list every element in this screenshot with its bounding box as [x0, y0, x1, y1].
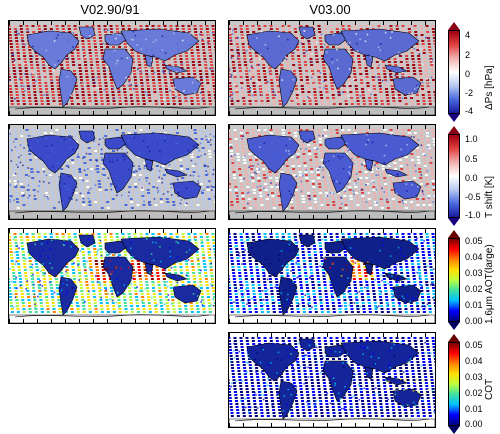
map-tick-marks: [229, 319, 435, 323]
cbar3-extend-top: [448, 230, 460, 238]
map-ps-right: [228, 20, 436, 116]
cbar2-extend-bottom: [448, 218, 460, 226]
map-aot-right: [228, 228, 436, 324]
cbar4-extend-bottom: [448, 426, 460, 434]
cbar3: [448, 238, 460, 322]
map-tick-marks: [229, 125, 435, 129]
right-column-title: V03.00: [309, 2, 351, 17]
cbar4-label: COT: [484, 378, 495, 400]
cbar2-tick: 0.5: [465, 154, 478, 164]
map-tick-marks: [9, 229, 215, 233]
cbar1-tick: 0: [465, 69, 471, 79]
map-tick-marks: [229, 229, 435, 233]
cbar1: [448, 30, 460, 114]
cbar3-tick: 0.01: [465, 300, 483, 310]
map-tick-marks: [229, 333, 435, 337]
cbar3-tick: 0.05: [465, 236, 483, 246]
cbar3-extend-bottom: [448, 322, 460, 330]
map-tick-marks: [229, 21, 435, 25]
cbar2-tick: 1.0: [465, 134, 478, 144]
cbar2-tick: -1.0: [465, 210, 481, 220]
cbar4-extend-top: [448, 334, 460, 342]
cbar1-tick: -2: [465, 88, 474, 98]
map-tick-marks: [229, 423, 435, 427]
cbar2-tick: -0.5: [465, 192, 481, 202]
cbar1-tick: 2: [465, 50, 471, 60]
cbar1-label: ΔPs [hPa]: [484, 65, 495, 110]
cbar4-tick: 0.04: [465, 356, 483, 366]
left-column-title: V02.90/91: [80, 2, 140, 17]
map-tick-marks: [9, 215, 215, 219]
cbar3-label: 1.6μm AOT(large): [484, 244, 495, 324]
cbar4-tick: 0.00: [465, 419, 483, 429]
map-cot-right: [228, 332, 436, 428]
map-tick-marks: [229, 111, 435, 115]
cbar3-tick: 0.04: [465, 252, 483, 262]
map-tshift-right: [228, 124, 436, 220]
cbar1-tick: -4: [465, 106, 474, 116]
cbar4-tick: 0.02: [465, 388, 483, 398]
map-tick-marks: [229, 215, 435, 219]
cbar1-extend-top: [448, 22, 460, 30]
cbar4-tick: 0.03: [465, 372, 483, 382]
cbar2-extend-top: [448, 126, 460, 134]
map-tick-marks: [9, 21, 215, 25]
cbar2-tick: 0.0: [465, 173, 478, 183]
cbar4-tick: 0.01: [465, 404, 483, 414]
map-aot-left: [8, 228, 216, 324]
map-tshift-left: [8, 124, 216, 220]
cbar1-extend-bottom: [448, 114, 460, 122]
map-ps-left: [8, 20, 216, 116]
cbar1-tick: 4: [465, 30, 471, 40]
cbar3-tick: 0.02: [465, 284, 483, 294]
map-tick-marks: [9, 319, 215, 323]
cbar3-tick: 0.03: [465, 268, 483, 278]
map-tick-marks: [9, 125, 215, 129]
cbar4-tick: 0.05: [465, 340, 483, 350]
map-tick-marks: [9, 111, 215, 115]
cbar2: [448, 134, 460, 218]
cbar3-tick: 0.00: [465, 316, 483, 326]
cbar2-label: T shift [K]: [484, 175, 495, 218]
cbar4: [448, 342, 460, 426]
